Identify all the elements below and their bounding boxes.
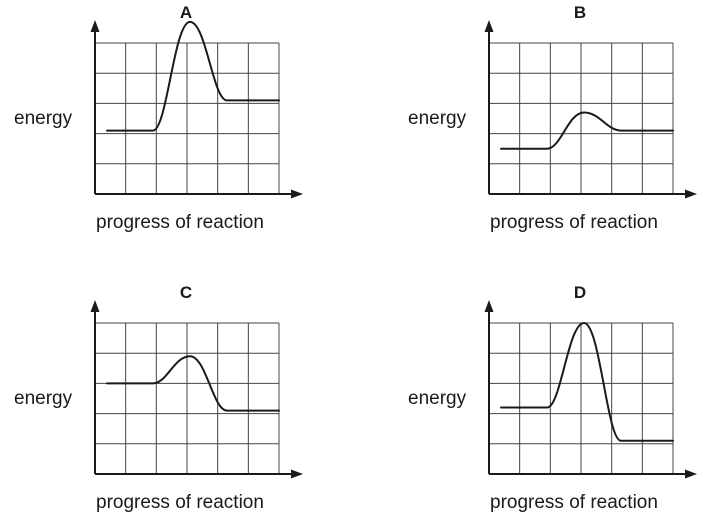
panel-c: C energy progress of reaction (14, 283, 303, 513)
panel-c-grid (95, 322, 280, 474)
panel-c-energy-curve (106, 355, 280, 412)
panel-a-grid (95, 42, 280, 194)
panel-d-energy-curve (500, 322, 674, 442)
panel-b-progress-label: progress of reaction (490, 212, 658, 233)
x-axis-arrow-icon (685, 469, 697, 479)
panel-b-energy-curve (500, 111, 674, 150)
panel-a-axes (90, 20, 303, 199)
panel-a-energy-label: energy (14, 108, 73, 129)
panel-c-axes (90, 300, 303, 479)
panel-b-label: B (574, 3, 586, 22)
y-axis-arrow-icon (90, 300, 100, 312)
panel-c-label: C (180, 283, 192, 302)
panel-d-label: D (574, 283, 586, 302)
x-axis-arrow-icon (291, 469, 303, 479)
panel-b-grid (489, 42, 674, 194)
panel-d-energy-label: energy (408, 388, 467, 409)
y-axis-arrow-icon (90, 20, 100, 32)
panel-a-progress-label: progress of reaction (96, 212, 264, 233)
y-axis-arrow-icon (484, 20, 494, 32)
panel-c-energy-label: energy (14, 388, 73, 409)
panel-a-label: A (180, 3, 192, 22)
x-axis-arrow-icon (685, 189, 697, 199)
x-axis-arrow-icon (291, 189, 303, 199)
panel-b-axes (484, 20, 697, 199)
panel-a-energy-curve (106, 20, 280, 132)
panel-a: A energy progress of reaction (14, 3, 303, 233)
panel-c-progress-label: progress of reaction (96, 492, 264, 513)
panel-d-progress-label: progress of reaction (490, 492, 658, 513)
panel-d: D energy progress of reaction (408, 283, 697, 513)
panel-d-grid (489, 322, 674, 474)
y-axis-arrow-icon (484, 300, 494, 312)
panel-b-energy-label: energy (408, 108, 467, 129)
panel-d-axes (484, 300, 697, 479)
panel-b: B energy progress of reaction (408, 3, 697, 233)
